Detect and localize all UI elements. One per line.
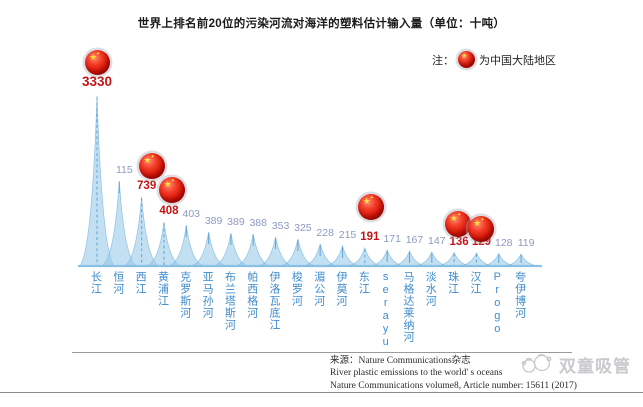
value-label: 389	[227, 216, 245, 228]
flag-star-icon: ✦	[170, 178, 176, 185]
river-name-label: 黄浦江	[156, 271, 169, 307]
flag-star-icon: ✦	[150, 154, 155, 161]
legend-note-suffix: 为中国大陆地区	[479, 54, 556, 67]
source-citation-block: 来源：Nature Communications杂志 River plastic…	[330, 355, 577, 392]
flag-star-icon: ★	[362, 196, 371, 207]
value-label: 353	[271, 220, 290, 232]
china-flag-marker: ★ ✦	[468, 216, 495, 242]
china-flag-icon: ★	[458, 51, 475, 68]
value-label: 408	[159, 205, 179, 217]
river-name-label: 恒河	[111, 271, 124, 295]
page-title: 世界上排名前20位的污染河流对海洋的塑料估计输入量（单位：十吨）	[137, 18, 506, 30]
value-label: 215	[338, 229, 357, 241]
river-name-label: 长江	[89, 271, 102, 295]
value-label: 403	[182, 208, 201, 220]
flag-star-icon: ✦	[480, 217, 485, 224]
flag-star-icon: ★	[461, 52, 468, 60]
flag-star-icon: ✦	[457, 211, 462, 218]
legend-note-prefix: 注：	[432, 54, 454, 67]
value-label: 191	[360, 231, 380, 243]
value-label: 3330	[81, 74, 113, 89]
river-name-label: Progo	[491, 271, 504, 336]
china-flag-marker: ★ ✦	[84, 49, 110, 75]
river-name-label: 东江	[357, 271, 370, 295]
bottom-divider-line	[0, 392, 643, 393]
china-flag-marker: ★ ✦	[357, 194, 384, 220]
river-name-label: 亚马孙河	[201, 271, 214, 319]
river-name-label: 伊洛瓦底江	[268, 271, 281, 331]
river-name-label: 布兰塔斯河	[223, 271, 236, 331]
value-label: 388	[249, 217, 267, 229]
river-name-label: 汉江	[468, 271, 481, 295]
flag-star-icon: ★	[449, 212, 458, 223]
two-children-logo-icon	[521, 354, 552, 373]
value-label: 128	[494, 236, 513, 249]
river-name-label: serayu	[379, 271, 392, 349]
river-name-label: 西江	[134, 271, 147, 295]
paper-title: River plastic emissions to the world' s …	[330, 368, 503, 379]
value-label: 119	[517, 237, 535, 249]
china-flag-marker: ★ ✦	[445, 210, 472, 237]
value-label: 325	[294, 222, 312, 234]
river-name-label: 梭罗河	[290, 271, 303, 307]
flag-star-icon: ★	[163, 179, 172, 190]
value-label: 739	[137, 180, 157, 192]
china-flag-marker: ★ ✦	[138, 153, 165, 179]
china-flag-marker: ★ ✦	[158, 177, 185, 203]
river-name-label: 伊莫河	[335, 271, 348, 307]
value-label: 136	[449, 235, 469, 248]
river-name-label: 帕西格河	[245, 271, 258, 319]
value-label: 115	[115, 164, 133, 176]
flag-star-icon: ✦	[96, 50, 101, 57]
citation-text: Nature Communications volume8, Article n…	[330, 380, 577, 391]
value-label: 167	[405, 234, 424, 246]
value-label: 228	[316, 227, 334, 239]
river-name-label: 湄公河	[312, 271, 325, 307]
source-label: 来源：Nature Communications杂志	[330, 356, 471, 366]
river-name-label: 马格达莱纳河	[401, 271, 414, 343]
brand-watermark: 双童吸管	[519, 351, 631, 377]
legend-note: 注： ★ 为中国大陆地区	[432, 51, 556, 68]
river-name-label: 淡水河	[424, 271, 437, 307]
brand-name: 双童吸管	[559, 356, 631, 376]
value-label: 171	[383, 233, 401, 245]
river-name-label: 珠江	[446, 271, 459, 295]
value-label: 147	[428, 235, 446, 247]
footer-divider-line	[72, 352, 572, 353]
river-name-label: 夸伊博河	[513, 271, 526, 319]
flag-star-icon: ✦	[369, 195, 374, 202]
flag-star-icon: ★	[143, 155, 152, 166]
river-name-label: 克罗斯河	[178, 271, 191, 319]
flag-star-icon: ★	[89, 51, 98, 62]
flag-star-icon: ★	[473, 218, 482, 229]
value-label: 389	[204, 215, 223, 227]
